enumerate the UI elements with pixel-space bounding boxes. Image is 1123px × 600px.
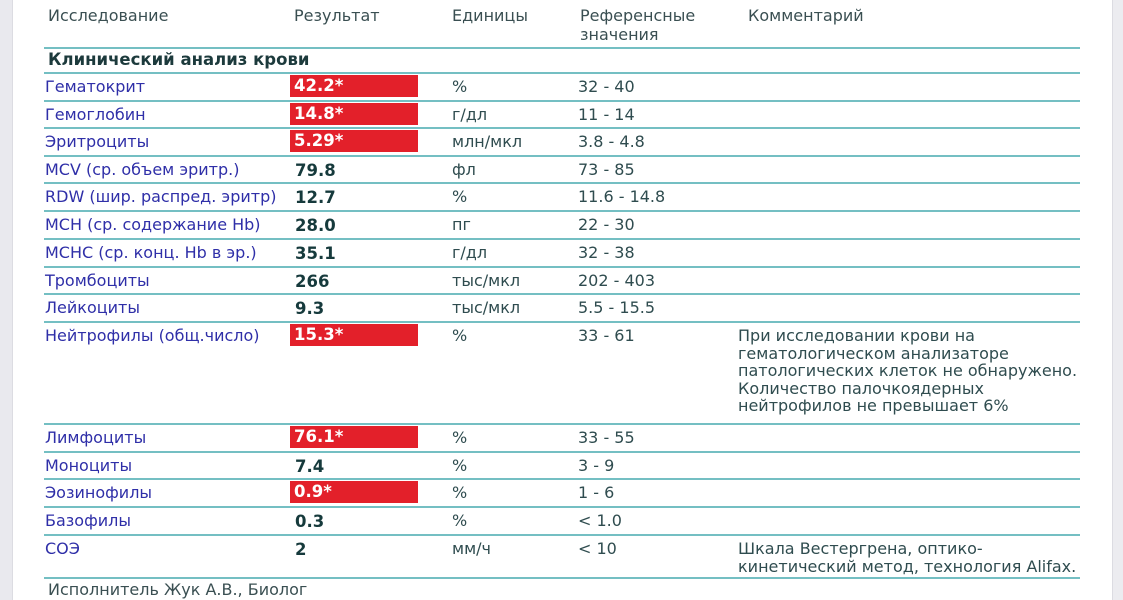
test-name: MCHC (ср. конц. Hb в эр.) xyxy=(45,243,257,262)
divider xyxy=(44,210,1080,212)
divider xyxy=(44,451,1080,453)
units: % xyxy=(452,483,468,502)
header-result: Результат xyxy=(294,6,380,25)
result-value-abnormal: 15.3* xyxy=(290,324,418,346)
units: % xyxy=(452,428,468,447)
divider xyxy=(44,155,1080,157)
comment-line: патологических клеток не обнаружено. xyxy=(738,361,1078,380)
test-name: СОЭ xyxy=(45,539,80,558)
result-value: 7.4 xyxy=(295,457,325,476)
header-ref: Референсные значения xyxy=(580,6,695,44)
reference-range: < 1.0 xyxy=(578,511,622,530)
divider xyxy=(44,238,1080,240)
test-name: MCH (ср. содержание Hb) xyxy=(45,215,261,234)
units: г/дл xyxy=(452,105,488,124)
comment-line: При исследовании крови на xyxy=(738,326,975,345)
test-name: Моноциты xyxy=(45,456,133,475)
units: % xyxy=(452,326,468,345)
test-name: Лейкоциты xyxy=(45,298,140,317)
reference-range: 22 - 30 xyxy=(578,215,635,234)
reference-range: 1 - 6 xyxy=(578,483,615,502)
left-edge-panel xyxy=(0,0,13,600)
test-name: Эозинофилы xyxy=(45,483,153,502)
units: тыс/мкл xyxy=(452,298,521,317)
test-name: Тромбоциты xyxy=(45,271,150,290)
divider xyxy=(44,478,1080,480)
test-name: Базофилы xyxy=(45,511,132,530)
table-header: Исследование Результат Единицы Референсн… xyxy=(0,0,1123,48)
reference-range: 33 - 55 xyxy=(578,428,635,447)
reference-range: < 10 xyxy=(578,539,617,558)
units: % xyxy=(452,511,468,530)
units: г/дл xyxy=(452,243,488,262)
header-test: Исследование xyxy=(48,6,169,25)
header-ref-line2: значения xyxy=(580,25,659,44)
units: пг xyxy=(452,215,471,234)
units: % xyxy=(452,456,468,475)
section-title: Клинический анализ крови xyxy=(48,50,310,69)
comment-line: кинетический метод, технология Alifax. xyxy=(738,556,1077,576)
reference-range: 3.8 - 4.8 xyxy=(578,132,645,151)
test-name: Гематокрит xyxy=(45,77,146,96)
divider xyxy=(44,534,1080,536)
result-value: 0.3 xyxy=(295,512,325,531)
units: тыс/мкл xyxy=(452,271,521,290)
header-comment: Комментарий xyxy=(748,6,864,25)
reference-range: 32 - 38 xyxy=(578,243,635,262)
units: фл xyxy=(452,160,476,179)
result-value: 266 xyxy=(295,272,330,291)
performer-footer: Исполнитель Жук А.В., Биолог xyxy=(48,580,308,599)
comment: При исследовании крови на гематологическо… xyxy=(738,327,1088,415)
reference-range: 32 - 40 xyxy=(578,77,635,96)
result-value-abnormal: 5.29* xyxy=(290,130,418,152)
result-value: 35.1 xyxy=(295,244,336,263)
divider xyxy=(44,100,1080,102)
divider xyxy=(44,127,1080,129)
reference-range: 33 - 61 xyxy=(578,326,635,345)
result-value: 12.7 xyxy=(295,188,336,207)
right-scrollbar[interactable] xyxy=(1112,0,1123,600)
divider xyxy=(44,182,1080,184)
units: % xyxy=(452,187,468,206)
units: % xyxy=(452,77,468,96)
comment-line: Шкала Вестергрена, оптико- xyxy=(738,539,983,558)
result-value: 2 xyxy=(295,540,307,559)
result-value-abnormal: 76.1* xyxy=(290,426,418,448)
test-name: Гемоглобин xyxy=(45,105,146,124)
reference-range: 202 - 403 xyxy=(578,271,656,290)
reference-range: 11.6 - 14.8 xyxy=(578,187,666,206)
units: мм/ч xyxy=(452,539,491,558)
divider xyxy=(44,423,1080,425)
reference-range: 11 - 14 xyxy=(578,105,635,124)
divider xyxy=(44,293,1080,295)
divider xyxy=(44,321,1080,323)
divider xyxy=(44,266,1080,268)
test-name: MCV (ср. объем эритр.) xyxy=(45,160,240,179)
divider xyxy=(44,72,1080,74)
divider xyxy=(44,577,1080,579)
result-value: 79.8 xyxy=(295,161,336,180)
result-value-abnormal: 0.9* xyxy=(290,481,418,503)
header-units: Единицы xyxy=(452,6,528,25)
test-name: RDW (шир. распред. эритр) xyxy=(45,187,277,206)
result-value-abnormal: 14.8* xyxy=(290,103,418,125)
test-name: Нейтрофилы (общ.число) xyxy=(45,326,260,345)
test-name: Лимфоциты xyxy=(45,428,147,447)
result-value: 9.3 xyxy=(295,299,325,318)
divider xyxy=(44,47,1080,49)
reference-range: 3 - 9 xyxy=(578,456,615,475)
units: млн/мкл xyxy=(452,132,523,151)
comment-line: Количество палочкоядерных xyxy=(738,378,984,398)
reference-range: 73 - 85 xyxy=(578,160,635,179)
header-ref-line1: Референсные xyxy=(580,6,696,25)
divider xyxy=(44,506,1080,508)
result-value-abnormal: 42.2* xyxy=(290,75,418,97)
result-value: 28.0 xyxy=(295,216,336,235)
test-name: Эритроциты xyxy=(45,132,150,151)
reference-range: 5.5 - 15.5 xyxy=(578,298,656,317)
comment-line: гематологическом анализаторе xyxy=(738,343,1009,363)
comment: Шкала Вестергрена, оптико-кинетический м… xyxy=(738,540,1088,575)
comment-line: нейтрофилов не превышает 6% xyxy=(738,396,1009,415)
